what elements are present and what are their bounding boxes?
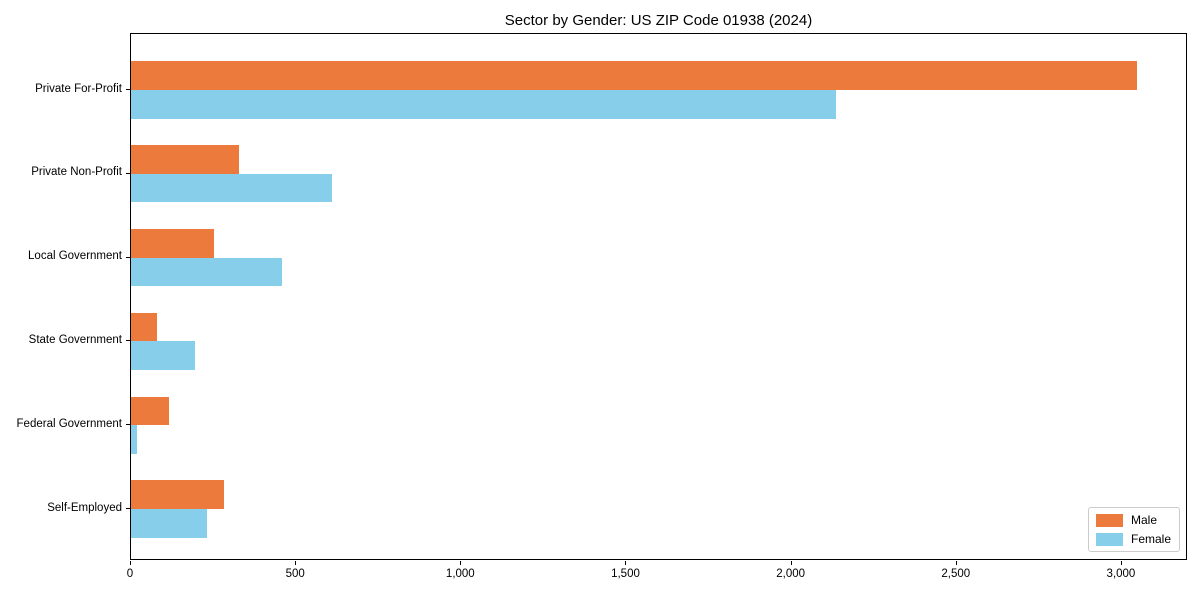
xtick-label-1-500: 1,500 xyxy=(611,568,640,580)
xtick-label-500: 500 xyxy=(285,568,305,580)
legend: Male Female xyxy=(1087,507,1180,552)
xtick-label-2-000: 2,000 xyxy=(776,568,806,580)
bar-male-federal-government xyxy=(131,396,169,426)
bar-female-state-government xyxy=(131,341,195,370)
xtick-mark xyxy=(1120,561,1122,565)
ytick-label-state-government: State Government xyxy=(28,333,122,346)
xtick-mark xyxy=(790,561,792,565)
ytick-mark xyxy=(126,340,130,342)
bar-male-private-for-profit xyxy=(131,61,1137,90)
bar-male-self-employed xyxy=(131,480,225,509)
xtick-label-1-000: 1,000 xyxy=(445,568,475,580)
xtick-label-3-000: 3,000 xyxy=(1106,568,1136,580)
ytick-mark xyxy=(126,256,130,258)
legend-item-male: Male xyxy=(1095,513,1171,527)
xtick-mark xyxy=(460,561,462,565)
ytick-label-private-for-profit: Private For-Profit xyxy=(35,82,122,95)
xtick-mark xyxy=(130,561,131,565)
ytick-mark xyxy=(126,89,130,90)
ytick-mark xyxy=(126,424,130,426)
xtick-mark xyxy=(955,561,957,565)
bar-female-federal-government xyxy=(131,425,138,454)
ytick-label-federal-government: Federal Government xyxy=(16,417,122,430)
ytick-label-self-employed: Self-Employed xyxy=(47,501,122,514)
ytick-label-local-government: Local Government xyxy=(28,250,122,263)
bar-female-private-non-profit xyxy=(131,173,333,203)
bar-male-state-government xyxy=(131,312,158,342)
legend-label-male: Male xyxy=(1130,513,1157,527)
legend-label-female: Female xyxy=(1130,532,1171,546)
xtick-label-0: 0 xyxy=(126,568,134,580)
bar-female-local-government xyxy=(131,257,283,287)
legend-item-female: Female xyxy=(1095,532,1171,546)
xtick-mark xyxy=(625,561,627,565)
female-series-swatch-icon xyxy=(1095,532,1123,546)
bar-female-private-for-profit xyxy=(131,90,837,119)
bar-female-self-employed xyxy=(131,509,207,538)
bar-male-private-non-profit xyxy=(131,145,240,174)
chart-title: Sector by Gender: US ZIP Code 01938 (202… xyxy=(504,12,813,29)
ytick-mark xyxy=(126,508,130,509)
ytick-mark xyxy=(126,172,130,174)
male-series-swatch-icon xyxy=(1095,513,1123,527)
xtick-label-2-500: 2,500 xyxy=(941,568,971,580)
bar-male-local-government xyxy=(131,229,214,258)
ytick-label-private-non-profit: Private Non-Profit xyxy=(31,166,122,179)
xtick-mark xyxy=(295,561,297,565)
plot-area: Male Female xyxy=(130,33,1187,560)
